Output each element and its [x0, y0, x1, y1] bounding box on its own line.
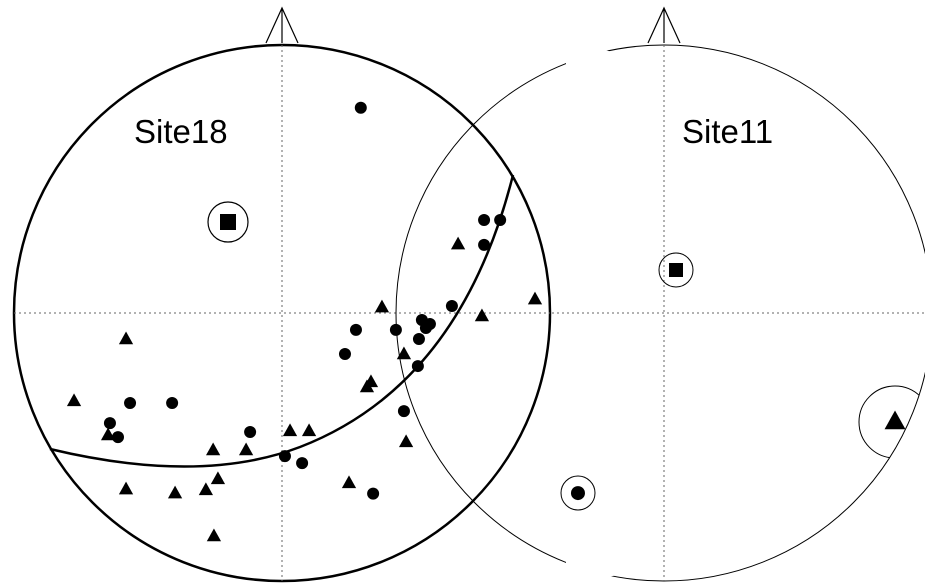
circle-data-point	[397, 405, 410, 418]
data-points	[570, 410, 906, 501]
triangle-data-point	[450, 236, 466, 250]
triangle-data-point	[118, 481, 134, 495]
circle-data-point	[166, 397, 179, 410]
mean-square-icon	[220, 214, 236, 230]
triangle-data-point	[205, 442, 221, 456]
circle-data-point	[419, 322, 432, 335]
triangle-data-point	[206, 528, 222, 542]
circle-data-point	[296, 457, 309, 470]
mean-direction-marker	[207, 201, 249, 243]
data-points	[66, 101, 543, 542]
triangle-data-point	[527, 291, 543, 305]
triangle-data-point	[474, 308, 490, 322]
confidence-ring	[658, 252, 694, 288]
site-label: Site11	[682, 113, 773, 150]
triangle-data-point	[341, 475, 357, 489]
circle-data-point	[367, 487, 380, 500]
circle-data-point	[445, 300, 458, 313]
circle-data-point	[389, 323, 402, 336]
circle-data-point	[412, 332, 425, 345]
triangle-data-point	[884, 410, 906, 430]
circle-data-point	[411, 360, 424, 373]
triangle-data-point	[374, 299, 390, 313]
triangle-data-point	[66, 393, 82, 407]
circle-data-point	[494, 214, 507, 227]
circle-data-point	[570, 486, 585, 501]
confidence-ring	[207, 201, 249, 243]
circle-data-point	[338, 348, 351, 361]
circle-data-point	[103, 417, 116, 430]
mean-direction-marker	[658, 252, 694, 288]
stereonet-site11: Site11	[395, 0, 925, 583]
great-circle-arc	[49, 174, 515, 468]
north-arrow-icon	[647, 6, 681, 44]
triangle-data-point	[210, 471, 226, 485]
triangle-data-point	[301, 423, 317, 437]
triangle-data-point	[238, 442, 254, 456]
triangle-data-point	[167, 485, 183, 499]
circle-data-point	[354, 101, 367, 114]
circle-data-point	[478, 214, 491, 227]
site-label: Site18	[134, 113, 228, 150]
circle-data-point	[244, 425, 257, 438]
triangle-data-point	[359, 379, 375, 393]
circle-data-point	[278, 450, 291, 463]
circle-data-point	[349, 323, 362, 336]
overlap-mask	[552, 0, 821, 583]
triangle-data-point	[396, 346, 412, 360]
triangle-data-point	[118, 331, 134, 345]
confidence-ring	[560, 475, 596, 511]
circle-data-point	[124, 397, 137, 410]
stereonet-site18: Site18	[12, 6, 552, 583]
triangle-data-point	[398, 434, 414, 448]
triangle-data-point	[100, 427, 116, 441]
triangle-data-point	[282, 423, 298, 437]
mean-square-icon	[669, 263, 683, 277]
circle-confidence-ring	[560, 475, 596, 511]
triangle-data-point	[198, 482, 214, 496]
circle-data-point	[478, 238, 491, 251]
circle-data-point	[111, 431, 124, 444]
north-arrow-icon	[265, 6, 299, 44]
